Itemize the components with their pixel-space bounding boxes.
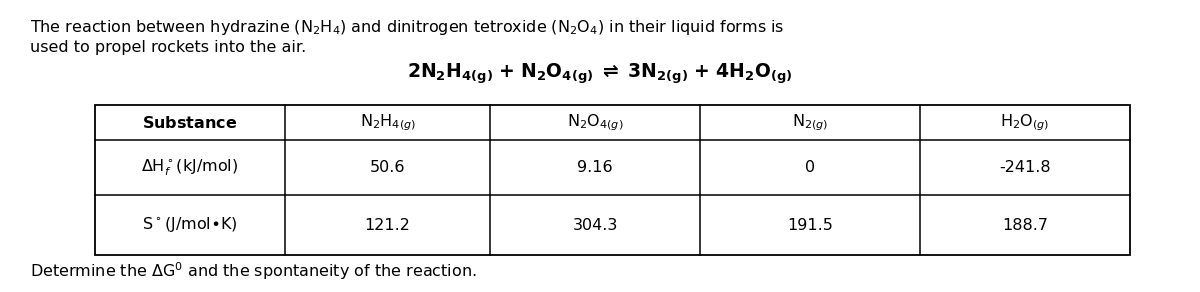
Text: 304.3: 304.3 [572, 218, 618, 232]
Text: 0: 0 [805, 160, 815, 175]
Text: N$_{2(g)}$: N$_{2(g)}$ [792, 112, 828, 133]
Text: H$_2$O$_{(g)}$: H$_2$O$_{(g)}$ [1001, 112, 1050, 133]
Text: S$^\circ$(J/mol$\bullet$K): S$^\circ$(J/mol$\bullet$K) [142, 215, 238, 234]
Text: Determine the $\Delta$G$^0$ and the spontaneity of the reaction.: Determine the $\Delta$G$^0$ and the spon… [30, 260, 476, 282]
Text: 50.6: 50.6 [370, 160, 406, 175]
Text: N$_2$O$_{4(g)}$: N$_2$O$_{4(g)}$ [566, 112, 623, 133]
Text: used to propel rockets into the air.: used to propel rockets into the air. [30, 40, 306, 55]
Text: $\bf{2N_2H_{4(g)}}$ $\bf{+}$ $\bf{N_2O_{4(g)}}$ $\bf{\rightleftharpoons}$ $\bf{3: $\bf{2N_2H_{4(g)}}$ $\bf{+}$ $\bf{N_2O_{… [407, 62, 793, 86]
Text: 191.5: 191.5 [787, 218, 833, 232]
Text: 9.16: 9.16 [577, 160, 613, 175]
Bar [95, 105, 1130, 255]
Text: 121.2: 121.2 [365, 218, 410, 232]
Text: The reaction between hydrazine (N$_2$H$_4$) and dinitrogen tetroxide (N$_2$O$_4$: The reaction between hydrazine (N$_2$H$_… [30, 18, 785, 37]
Text: $\Delta$H$^\circ_f$(kJ/mol): $\Delta$H$^\circ_f$(kJ/mol) [142, 157, 239, 178]
Text: $\bf{Substance}$: $\bf{Substance}$ [143, 114, 238, 131]
Text: N$_2$H$_{4(g)}$: N$_2$H$_{4(g)}$ [360, 112, 415, 133]
Text: 188.7: 188.7 [1002, 218, 1048, 232]
Text: -241.8: -241.8 [1000, 160, 1051, 175]
